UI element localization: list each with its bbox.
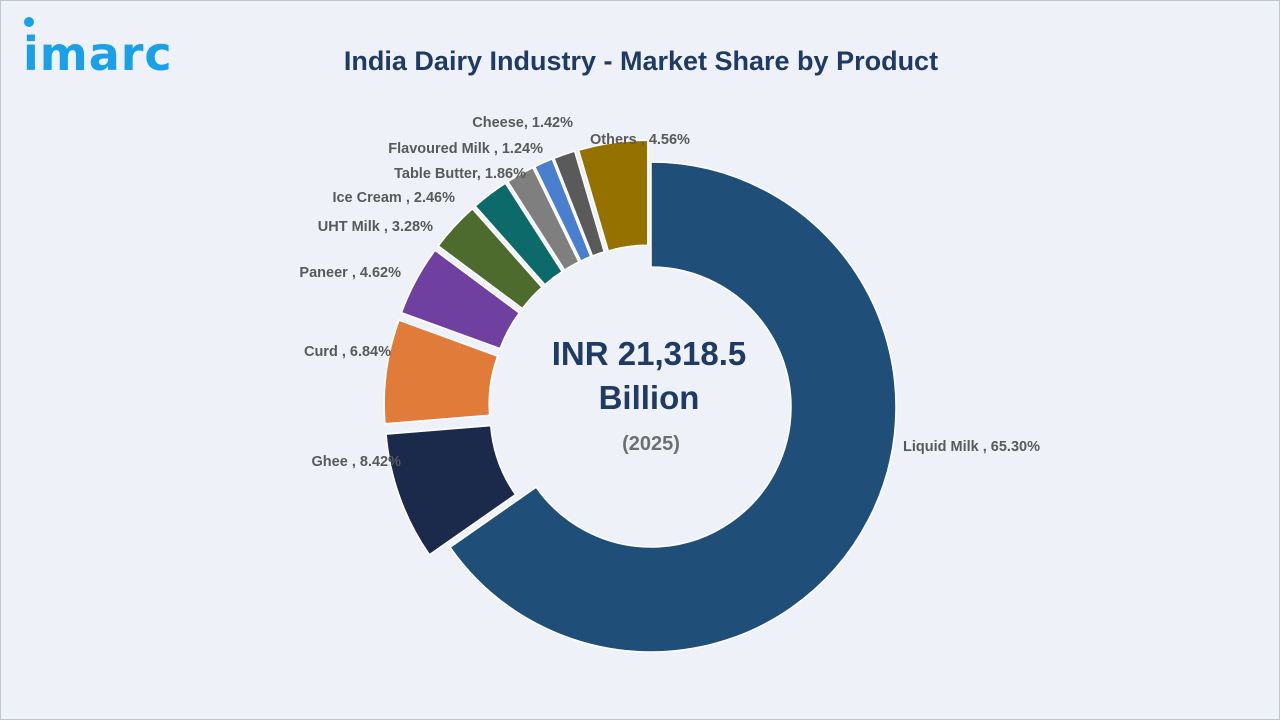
slice-ghee xyxy=(385,424,517,556)
donut-slices xyxy=(383,139,897,653)
label-curd: Curd , 6.84% xyxy=(304,344,391,360)
label-cheese: Cheese, 1.42% xyxy=(472,115,573,131)
slice-cheese xyxy=(552,150,606,257)
imarc-logo: imarc xyxy=(23,27,173,81)
label-table-butter: Table Butter, 1.86% xyxy=(394,166,526,182)
slice-table-butter xyxy=(506,166,580,272)
label-flavoured-milk: Flavoured Milk , 1.24% xyxy=(388,141,543,157)
slice-labels: Liquid Milk , 65.30% Ghee , 8.42% Curd , 6… xyxy=(299,115,1040,470)
slice-ice-cream xyxy=(474,182,564,286)
slice-curd xyxy=(383,319,499,425)
center-year: (2025) xyxy=(622,433,680,455)
slice-paneer xyxy=(400,249,521,350)
slice-others xyxy=(577,139,649,252)
donut-center: INR 21,318.5 Billion (2025) xyxy=(552,335,746,455)
center-value-line1: INR 21,318.5 xyxy=(552,335,746,372)
slice-flavoured-milk xyxy=(533,157,592,263)
label-uht-milk: UHT Milk , 3.28% xyxy=(318,219,433,235)
logo-dot xyxy=(24,17,34,27)
label-ice-cream: Ice Cream , 2.46% xyxy=(332,190,455,206)
center-value-line2: Billion xyxy=(599,379,700,416)
label-liquid-milk: Liquid Milk , 65.30% xyxy=(903,439,1040,455)
label-ghee: Ghee , 8.42% xyxy=(312,454,402,470)
slice-uht-milk xyxy=(437,207,544,310)
label-paneer: Paneer , 4.62% xyxy=(299,265,401,281)
label-others: Others , 4.56% xyxy=(590,132,690,148)
chart-title: India Dairy Industry - Market Share by P… xyxy=(343,46,939,76)
slice-liquid-milk xyxy=(449,161,897,653)
